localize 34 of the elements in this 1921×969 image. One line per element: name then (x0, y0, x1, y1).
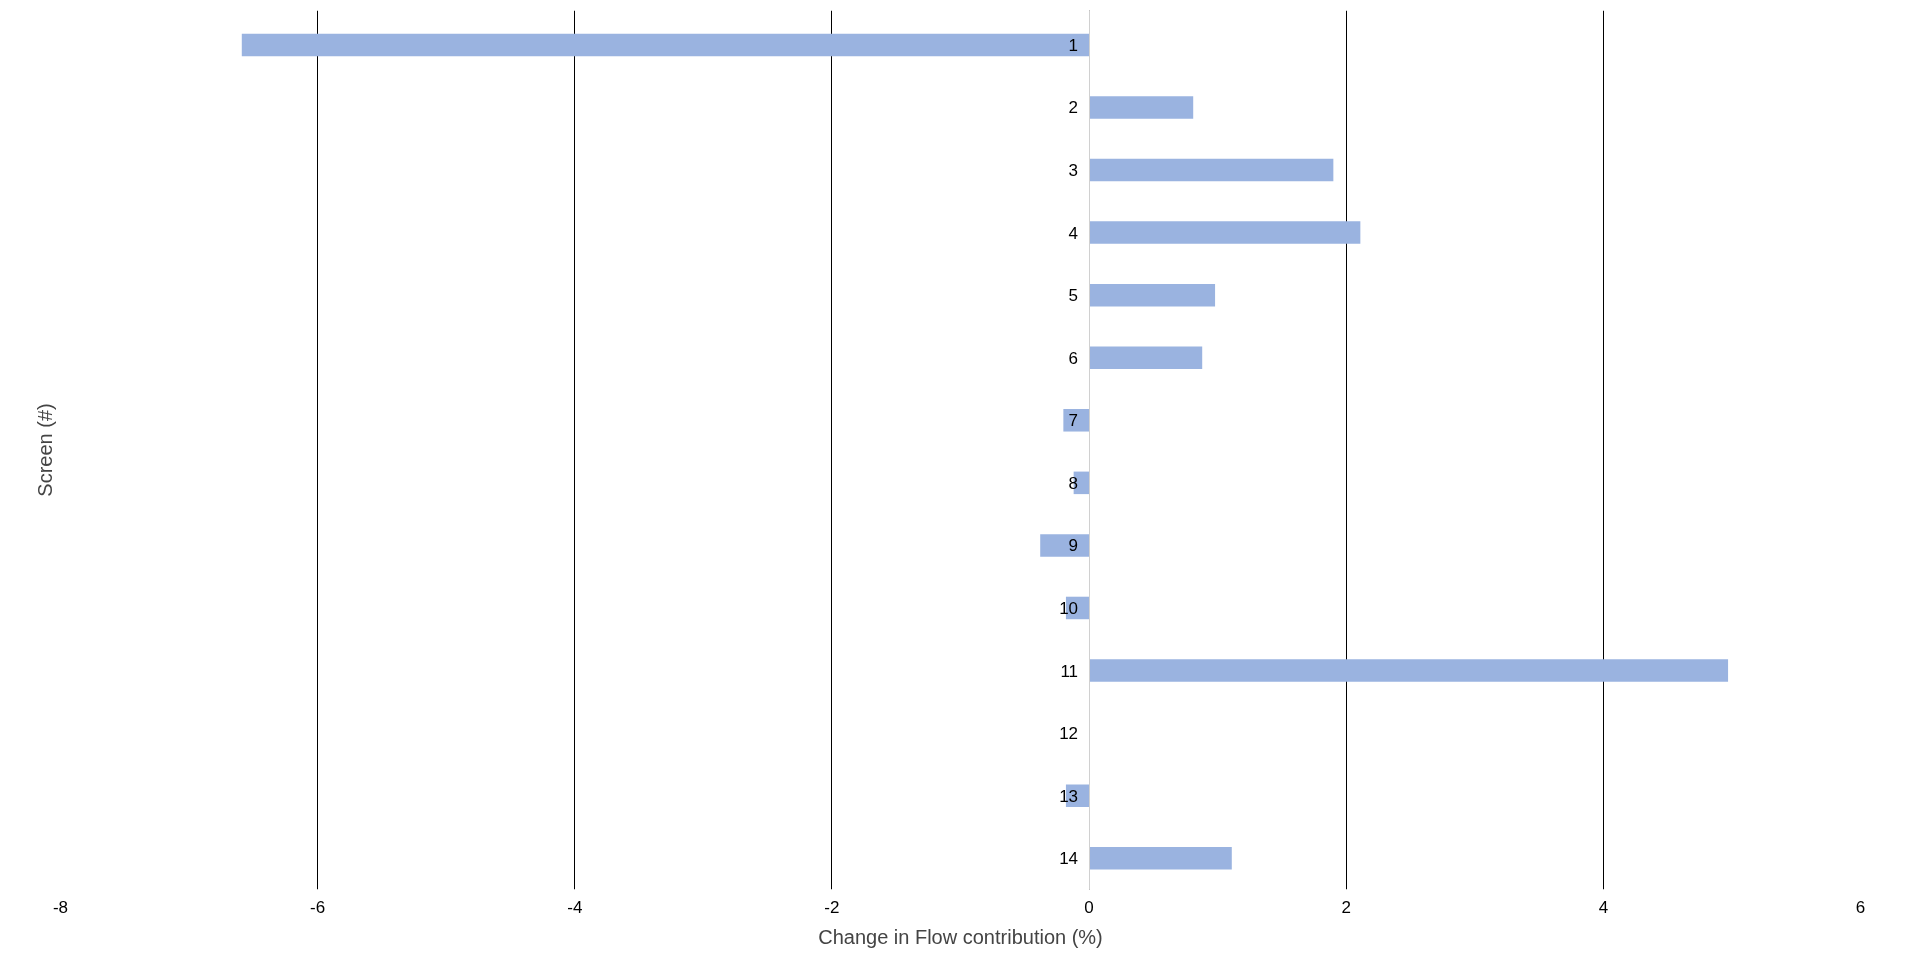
bar (1089, 158, 1334, 182)
x-tick-label: -4 (567, 897, 583, 917)
y-tick-label: 12 (1059, 724, 1079, 744)
y-tick-label: 8 (1068, 473, 1079, 493)
y-tick-label: 14 (1059, 849, 1079, 869)
y-tick-label: 5 (1068, 286, 1079, 306)
y-tick-label: 2 (1068, 98, 1079, 118)
x-axis-title: Change in Flow contribution (%) (818, 925, 1103, 948)
x-tick-label: 2 (1341, 897, 1351, 917)
bar (1089, 846, 1232, 870)
x-tick-label: 0 (1084, 897, 1094, 917)
bar (1089, 221, 1361, 244)
y-tick-label: 11 (1060, 661, 1079, 681)
y-tick-label: 6 (1068, 348, 1079, 368)
x-tick-label: -2 (824, 897, 840, 917)
y-tick-label: 10 (1059, 598, 1079, 618)
x-tick-label: 6 (1855, 897, 1866, 917)
x-tick-label: -8 (52, 897, 69, 917)
bar (241, 33, 1090, 57)
bar (1089, 283, 1216, 307)
x-tick-label: 4 (1598, 897, 1609, 917)
y-tick-label: 1 (1068, 35, 1079, 55)
y-tick-label: 13 (1059, 786, 1079, 806)
y-tick-label: 9 (1068, 536, 1079, 556)
bar (1063, 409, 1090, 432)
y-tick-label: 3 (1068, 161, 1079, 181)
bar (1089, 659, 1729, 682)
y-axis-title: Screen (#) (33, 403, 56, 497)
bar (1089, 346, 1203, 369)
y-tick-label: 7 (1068, 411, 1079, 431)
x-tick-label: -6 (310, 897, 326, 917)
bar (1040, 534, 1090, 557)
bar (1089, 96, 1194, 119)
y-tick-label: 4 (1068, 223, 1079, 243)
